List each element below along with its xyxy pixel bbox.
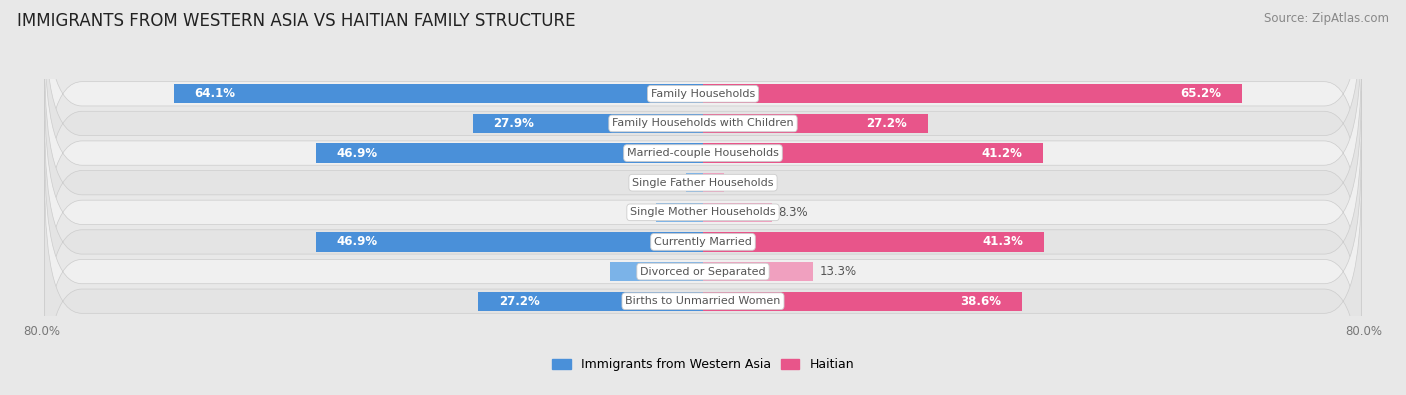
Bar — [703, 292, 1022, 311]
Text: Married-couple Households: Married-couple Households — [627, 148, 779, 158]
Text: IMMIGRANTS FROM WESTERN ASIA VS HAITIAN FAMILY STRUCTURE: IMMIGRANTS FROM WESTERN ASIA VS HAITIAN … — [17, 12, 575, 30]
Bar — [703, 84, 1241, 103]
Text: Births to Unmarried Women: Births to Unmarried Women — [626, 296, 780, 306]
Text: 27.2%: 27.2% — [866, 117, 907, 130]
Text: 64.1%: 64.1% — [194, 87, 235, 100]
Bar — [478, 292, 703, 311]
Bar — [315, 232, 703, 252]
Text: Single Mother Households: Single Mother Households — [630, 207, 776, 217]
Bar — [703, 143, 1043, 163]
Bar — [703, 203, 772, 222]
Bar — [315, 143, 703, 163]
Bar — [703, 232, 1045, 252]
Bar — [703, 114, 928, 133]
Text: 11.2%: 11.2% — [659, 265, 696, 278]
Bar — [173, 84, 703, 103]
Bar — [703, 173, 724, 192]
Bar — [657, 203, 703, 222]
FancyBboxPatch shape — [45, 121, 1361, 363]
Text: Source: ZipAtlas.com: Source: ZipAtlas.com — [1264, 12, 1389, 25]
Text: Divorced or Separated: Divorced or Separated — [640, 267, 766, 276]
Text: 41.2%: 41.2% — [981, 147, 1022, 160]
Text: 13.3%: 13.3% — [820, 265, 856, 278]
Bar — [686, 173, 703, 192]
Bar — [703, 262, 813, 281]
Text: Currently Married: Currently Married — [654, 237, 752, 247]
Bar — [472, 114, 703, 133]
FancyBboxPatch shape — [45, 2, 1361, 245]
Text: 38.6%: 38.6% — [960, 295, 1001, 308]
Text: 41.3%: 41.3% — [983, 235, 1024, 248]
FancyBboxPatch shape — [45, 150, 1361, 393]
FancyBboxPatch shape — [45, 62, 1361, 304]
Text: 2.1%: 2.1% — [666, 176, 696, 189]
Text: 46.9%: 46.9% — [336, 235, 377, 248]
FancyBboxPatch shape — [45, 32, 1361, 274]
Text: 2.6%: 2.6% — [731, 176, 761, 189]
Text: Single Father Households: Single Father Households — [633, 178, 773, 188]
Text: Family Households: Family Households — [651, 89, 755, 99]
Text: 27.9%: 27.9% — [494, 117, 534, 130]
FancyBboxPatch shape — [45, 91, 1361, 333]
FancyBboxPatch shape — [45, 180, 1361, 395]
Text: 46.9%: 46.9% — [336, 147, 377, 160]
Legend: Immigrants from Western Asia, Haitian: Immigrants from Western Asia, Haitian — [547, 353, 859, 376]
Text: Family Households with Children: Family Households with Children — [612, 118, 794, 128]
Text: 27.2%: 27.2% — [499, 295, 540, 308]
Text: 65.2%: 65.2% — [1180, 87, 1220, 100]
Text: 8.3%: 8.3% — [778, 206, 808, 219]
Bar — [610, 262, 703, 281]
FancyBboxPatch shape — [45, 0, 1361, 215]
Text: 5.7%: 5.7% — [666, 206, 696, 219]
